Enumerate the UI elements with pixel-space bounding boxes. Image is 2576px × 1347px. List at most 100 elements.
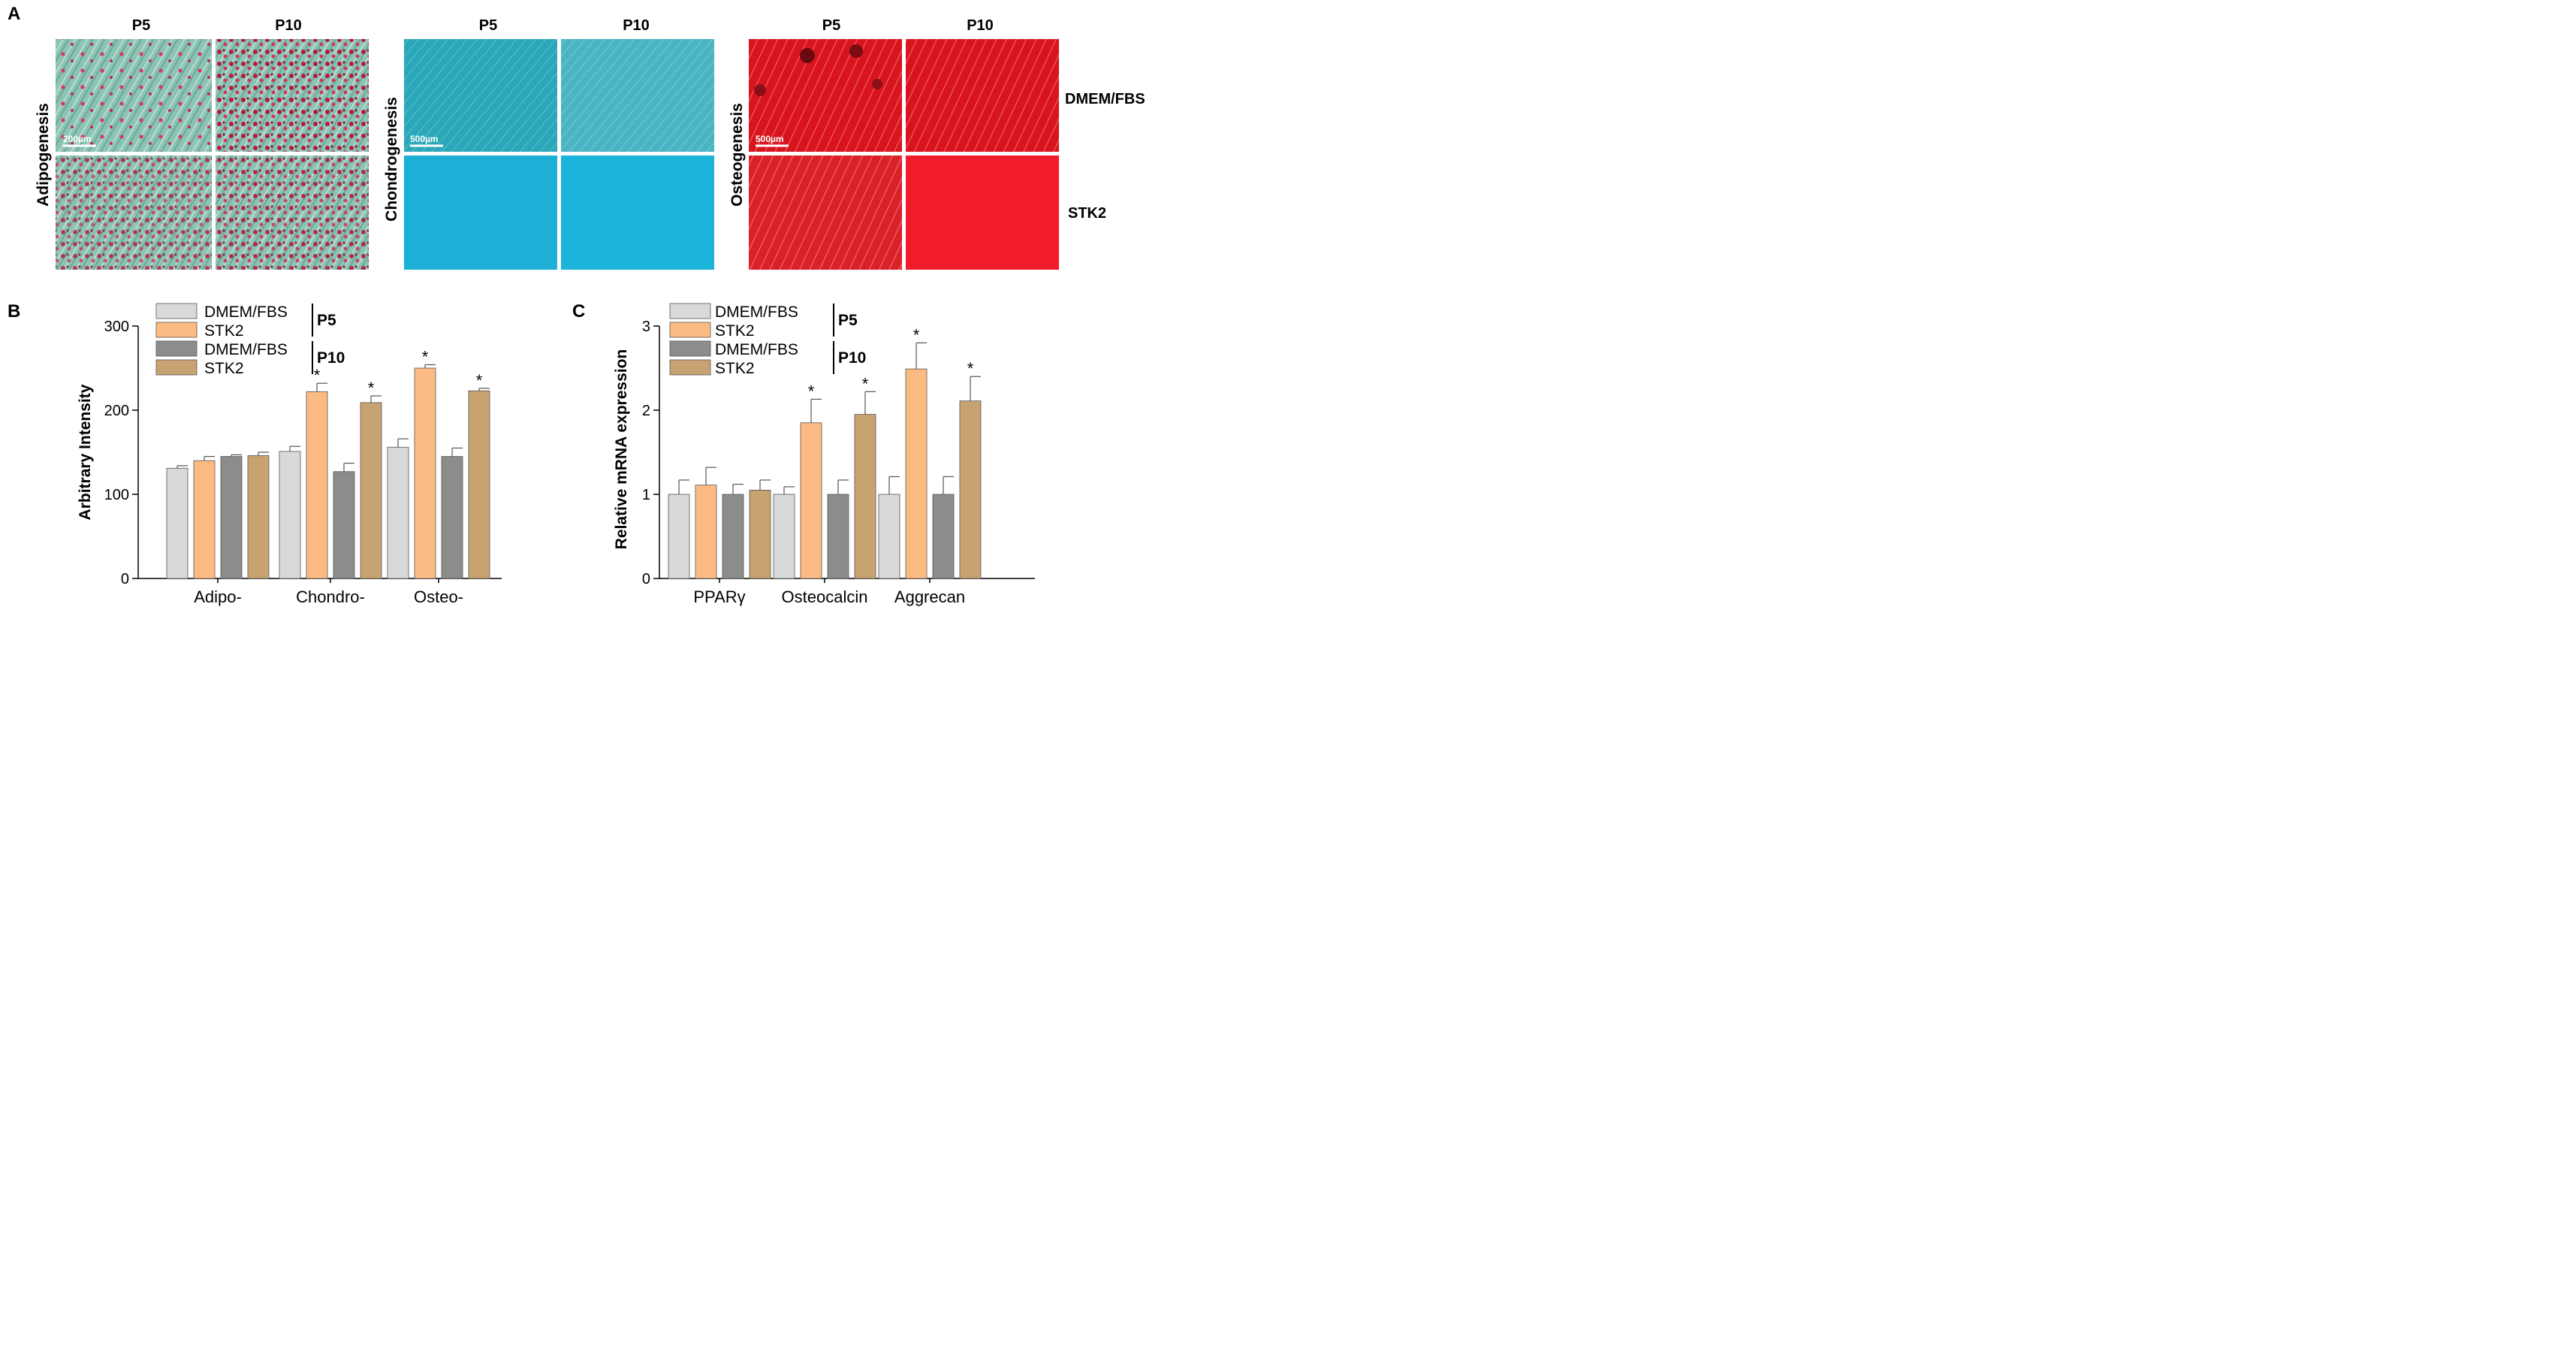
bar: [854, 414, 876, 579]
significance-marker: *: [314, 366, 321, 385]
panel-c: C 0 1 2 3 Relative mRNA expression PPARγ * * Ost…: [572, 301, 1035, 606]
y-axis-label: Relative mRNA expression: [613, 349, 630, 550]
chondro-scale-label: 500µm: [410, 134, 439, 144]
bar: [166, 467, 189, 579]
legend-swatch: [155, 359, 198, 376]
legend-label: STK2: [204, 322, 244, 340]
legend-label: STK2: [715, 322, 755, 340]
chondro-p5-stk2-image: [404, 156, 557, 270]
bar: [695, 485, 717, 579]
bar: [468, 390, 490, 579]
chondro-p10-stk2-image: [561, 156, 714, 270]
legend-swatch: [155, 340, 198, 357]
panel-b-letter: B: [8, 301, 20, 322]
significance-marker: *: [967, 359, 974, 378]
significance-marker: *: [808, 382, 815, 400]
bar: [306, 391, 328, 579]
bar: [360, 402, 382, 579]
osteo-p5-stk2-image: [749, 156, 902, 270]
row-label-stk2: STK2: [1068, 205, 1106, 222]
legend-label: DMEM/FBS: [715, 341, 798, 358]
bar: [878, 494, 900, 579]
bar: [827, 494, 849, 579]
panel-a: A P5 P10 Adipogenesis 200µm P5 P10 Chond…: [8, 4, 1145, 270]
bar: [668, 494, 690, 579]
x-tick-label: Osteocalcin: [782, 587, 868, 606]
x-tick-label: Chondro-: [296, 587, 365, 606]
legend-label: DMEM/FBS: [715, 304, 798, 321]
bar: [387, 446, 409, 579]
bar: [441, 456, 463, 579]
chondro-col-p5-label: P5: [479, 17, 497, 34]
panel-b: B 0 100 200 300 Arbitrary Intensity Adipo- * * C…: [8, 301, 502, 606]
adipo-col-p5-label: P5: [132, 17, 150, 34]
osteogenesis-label: Osteogenesis: [728, 103, 746, 207]
legend-label: STK2: [204, 360, 244, 377]
x-tick-label: Osteo-: [414, 587, 463, 606]
legend-swatch: [155, 303, 198, 319]
panel-a-letter: A: [8, 4, 20, 24]
significance-marker: *: [368, 379, 375, 397]
osteo-col-p10-label: P10: [967, 17, 994, 34]
osteo-p10-dmem-image: [906, 39, 1059, 152]
bar: [905, 368, 928, 579]
osteo-col-p5-label: P5: [822, 17, 840, 34]
y-tick-label: 300: [104, 319, 129, 335]
legend-swatch: [669, 303, 711, 319]
bar: [800, 422, 822, 579]
y-tick-label: 100: [104, 487, 129, 503]
y-tick-label: 1: [642, 487, 650, 503]
bar: [220, 456, 243, 579]
x-tick-label: Adipo-: [194, 587, 242, 606]
chondro-p5-dmem-image: [404, 39, 557, 152]
bar: [414, 367, 436, 579]
adipogenesis-label: Adipogenesis: [35, 103, 52, 207]
adipo-scale-label: 200µm: [63, 134, 92, 144]
bar: [773, 494, 795, 579]
bar: [722, 494, 744, 579]
adipo-col-p10-label: P10: [275, 17, 302, 34]
legend-group-label: P5: [838, 312, 858, 329]
bar: [749, 490, 771, 579]
chondro-col-p10-label: P10: [623, 17, 650, 34]
legend-label: DMEM/FBS: [204, 304, 288, 321]
y-tick-label: 2: [642, 403, 650, 419]
adipo-p10-stk2-image: [216, 156, 369, 270]
adipo-p5-stk2-image: [56, 156, 212, 270]
significance-marker: *: [862, 374, 869, 393]
legend-swatch: [155, 322, 198, 338]
x-tick-label: Aggrecan: [894, 587, 965, 606]
bar: [193, 460, 216, 579]
y-tick-label: 200: [104, 403, 129, 419]
y-tick-label: 0: [121, 571, 129, 587]
legend-group-label: P10: [317, 349, 345, 367]
legend-swatch: [669, 359, 711, 376]
chondrogenesis-label: Chondrogenesis: [383, 97, 400, 222]
y-tick-label: 0: [642, 571, 650, 587]
legend-label: STK2: [715, 360, 755, 377]
row-label-dmem: DMEM/FBS: [1065, 91, 1145, 107]
x-tick-label: PPARγ: [693, 587, 745, 606]
legend-swatch: [669, 322, 711, 338]
osteo-p10-stk2-image: [906, 156, 1059, 270]
panel-c-letter: C: [572, 301, 585, 322]
bar: [279, 451, 301, 579]
bar: [959, 400, 982, 579]
bar: [247, 455, 270, 579]
y-axis-label: Arbitrary Intensity: [77, 384, 94, 520]
legend-group-label: P5: [317, 312, 336, 329]
bar: [333, 471, 355, 579]
y-tick-label: 3: [642, 319, 650, 335]
adipo-p5-dmem-image: [56, 39, 212, 152]
legend-label: DMEM/FBS: [204, 341, 288, 358]
significance-marker: *: [476, 371, 483, 390]
bar: [932, 494, 955, 579]
chondro-p10-dmem-image: [561, 39, 714, 152]
significance-marker: *: [422, 348, 429, 367]
legend-swatch: [669, 340, 711, 357]
significance-marker: *: [913, 325, 920, 344]
legend-group-label: P10: [838, 349, 866, 367]
figure: A P5 P10 Adipogenesis 200µm P5 P10 Chond…: [8, 4, 1145, 606]
adipo-p10-dmem-image: [216, 39, 369, 152]
osteo-p5-dmem-image: [749, 39, 902, 152]
